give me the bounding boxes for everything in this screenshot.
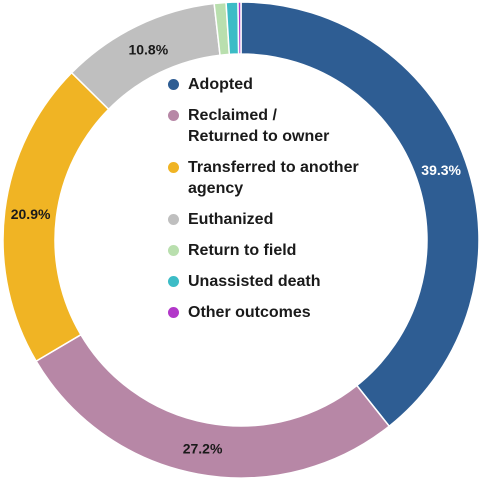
legend-label-transferred: Transferred to another agency	[188, 159, 359, 197]
donut-slice-other-outcomes	[237, 1, 242, 55]
legend-label-reclaimed: Reclaimed / Returned to owner	[188, 107, 330, 145]
legend-item-transferred: Transferred to another agency	[168, 157, 363, 199]
slice-value-label: 10.8%	[128, 41, 168, 57]
slice-labels: 39.3% 27.2% 20.9% 10.8%	[11, 41, 462, 456]
legend-item-adopted: Adopted	[168, 74, 388, 95]
legend-item-reclaimed: Reclaimed / Returned to owner	[168, 105, 348, 147]
legend-label-adopted: Adopted	[188, 76, 253, 93]
donut-slice-adopted	[240, 1, 480, 428]
slice-value-label: 20.9%	[11, 206, 51, 222]
legend-item-return-to-field: Return to field	[168, 240, 388, 261]
chart-legend: Adopted Reclaimed / Returned to owner Tr…	[168, 74, 388, 333]
legend-label-return-to-field: Return to field	[188, 242, 297, 259]
legend-label-other-outcomes: Other outcomes	[188, 304, 311, 321]
legend-marker-other-outcomes	[168, 307, 179, 318]
legend-label-unassisted-death: Unassisted death	[188, 273, 321, 290]
legend-marker-reclaimed	[168, 110, 179, 121]
legend-marker-adopted	[168, 79, 179, 90]
donut-slice-reclaimed-returned-to-owner	[35, 333, 391, 479]
legend-marker-return-to-field	[168, 245, 179, 256]
legend-item-other-outcomes: Other outcomes	[168, 302, 388, 323]
legend-item-unassisted-death: Unassisted death	[168, 271, 388, 292]
legend-label-euthanized: Euthanized	[188, 211, 274, 228]
slice-value-label: 39.3%	[421, 162, 461, 178]
legend-item-euthanized: Euthanized	[168, 209, 388, 230]
legend-marker-transferred	[168, 162, 179, 173]
legend-marker-euthanized	[168, 214, 179, 225]
slice-value-label: 27.2%	[183, 440, 223, 456]
legend-marker-unassisted-death	[168, 276, 179, 287]
